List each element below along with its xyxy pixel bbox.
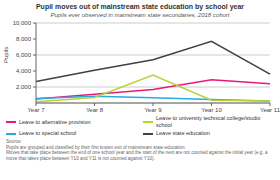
svg-text:Year 9: Year 9	[144, 107, 162, 113]
html-text:Leave to university technical: Leave to university technical college/st…	[156, 115, 261, 128]
svg-text:4,000: 4,000	[16, 68, 32, 74]
html-text:Leave state education: Leave state education	[156, 130, 210, 136]
svg-text:Year 7: Year 7	[27, 107, 45, 113]
svg-text:6,000: 6,000	[16, 52, 32, 58]
svg-text:Year 11: Year 11	[260, 107, 280, 113]
html-text:Pupils ever observed in mainst: Pupils ever observed in mainstream state…	[50, 12, 230, 18]
svg-text:Year 10: Year 10	[201, 107, 222, 113]
html-text:Source: Pupils are grouped and: Source: Pupils are grouped and classifie…	[6, 139, 269, 161]
svg-text:10,000: 10,000	[13, 20, 32, 26]
svg-text:2,000: 2,000	[16, 84, 32, 90]
html-text:Leave to special school: Leave to special school	[19, 130, 77, 136]
html-text:Pupil moves out of mainstream: Pupil moves out of mainstream state educ…	[35, 3, 245, 10]
svg-text:8,000: 8,000	[16, 36, 32, 42]
html-text:Leave to alternative provision: Leave to alternative provision	[19, 118, 91, 125]
svg-text:Year 8: Year 8	[86, 107, 104, 113]
svg-text:Pupils: Pupils	[3, 47, 9, 63]
